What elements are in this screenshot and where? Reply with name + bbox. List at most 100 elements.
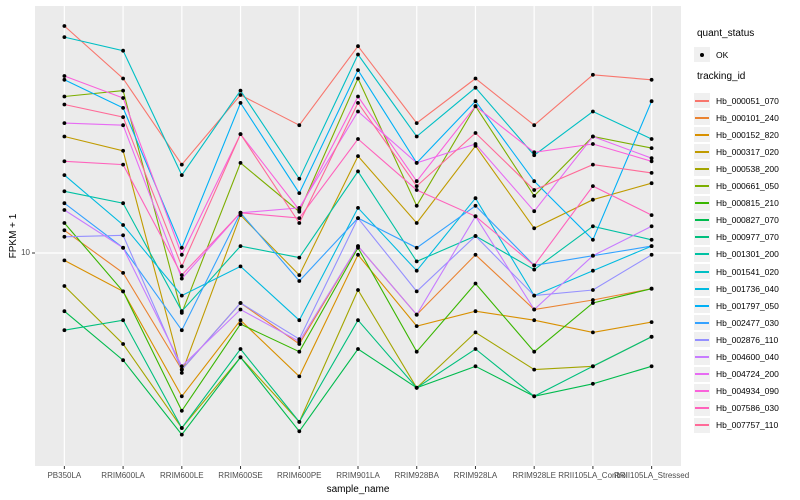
data-point bbox=[297, 255, 302, 260]
data-point bbox=[414, 161, 419, 165]
data-point bbox=[121, 318, 125, 323]
data-point bbox=[297, 429, 302, 434]
legend-key-box bbox=[694, 127, 710, 143]
data-point bbox=[473, 99, 478, 104]
legend-item-label: Hb_000152_820 bbox=[716, 129, 779, 140]
data-point bbox=[238, 264, 243, 269]
data-point bbox=[414, 312, 419, 317]
data-point bbox=[179, 426, 184, 430]
data-point bbox=[356, 109, 360, 114]
legend-item-label: Hb_000317_020 bbox=[716, 146, 779, 157]
legend-item-label: Hb_000051_070 bbox=[716, 95, 779, 106]
legend-key-box bbox=[694, 349, 710, 365]
data-point bbox=[414, 134, 419, 139]
data-point bbox=[179, 394, 184, 399]
data-point bbox=[238, 132, 243, 137]
data-point bbox=[649, 224, 654, 229]
data-point bbox=[121, 342, 125, 346]
legend-item-Hb_004600_040: Hb_004600_040 bbox=[694, 349, 779, 366]
data-point bbox=[649, 252, 654, 257]
data-point bbox=[121, 115, 125, 119]
data-point bbox=[121, 88, 125, 93]
data-point bbox=[62, 102, 67, 107]
data-point bbox=[473, 104, 478, 109]
data-point bbox=[121, 223, 125, 227]
legend-item-Hb_000977_070: Hb_000977_070 bbox=[694, 229, 779, 246]
data-point bbox=[297, 420, 302, 424]
data-point bbox=[356, 137, 360, 141]
legend-item-label: Hb_001797_050 bbox=[716, 300, 779, 311]
data-point bbox=[297, 318, 302, 323]
line-swatch-icon bbox=[695, 167, 709, 170]
data-point bbox=[532, 150, 537, 155]
legend-key-box bbox=[694, 298, 710, 314]
legend-item-Hb_004934_090: Hb_004934_090 bbox=[694, 383, 779, 400]
legend-key-box bbox=[694, 246, 710, 262]
data-point bbox=[356, 318, 360, 323]
line-swatch-icon bbox=[695, 116, 709, 119]
legend-item-Hb_000827_070: Hb_000827_070 bbox=[694, 212, 779, 229]
legend-item-Hb_001736_040: Hb_001736_040 bbox=[694, 280, 779, 297]
legend-key-box bbox=[694, 332, 710, 348]
data-point bbox=[414, 324, 419, 328]
line-swatch-icon bbox=[695, 390, 709, 393]
legend-item-label: Hb_002477_030 bbox=[716, 317, 779, 328]
legend-item-label: Hb_004724_200 bbox=[716, 369, 779, 380]
data-point bbox=[591, 109, 595, 114]
x-tick-label: RRIM901LA bbox=[336, 471, 380, 480]
data-point bbox=[532, 307, 537, 312]
data-point bbox=[532, 293, 537, 298]
data-point bbox=[532, 367, 537, 372]
data-point bbox=[649, 156, 654, 161]
line-swatch-icon bbox=[695, 253, 709, 256]
data-point bbox=[121, 233, 125, 238]
x-tick-label: RRIM600LE bbox=[160, 471, 204, 480]
data-point bbox=[297, 123, 302, 128]
legend-key-box bbox=[694, 366, 710, 382]
data-point bbox=[62, 94, 67, 99]
data-point bbox=[121, 123, 125, 128]
data-point bbox=[591, 288, 595, 292]
data-point bbox=[649, 181, 654, 186]
line-swatch-icon bbox=[695, 304, 709, 307]
data-point bbox=[179, 162, 184, 167]
data-point bbox=[297, 191, 302, 196]
data-point bbox=[591, 237, 595, 242]
data-point bbox=[414, 179, 419, 184]
data-point bbox=[414, 259, 419, 264]
data-point bbox=[238, 318, 243, 323]
data-point bbox=[297, 208, 302, 212]
legend-key-box bbox=[694, 383, 710, 399]
data-point bbox=[356, 94, 360, 99]
legend-item-label: Hb_001541_020 bbox=[716, 266, 779, 277]
point-icon bbox=[700, 52, 704, 57]
data-point bbox=[649, 99, 654, 104]
data-point bbox=[121, 245, 125, 250]
legend-title-quant-status: quant_status bbox=[697, 28, 755, 39]
data-point bbox=[649, 146, 654, 151]
data-point bbox=[414, 289, 419, 294]
data-point bbox=[238, 93, 243, 97]
data-point bbox=[179, 264, 184, 269]
data-point bbox=[532, 123, 537, 128]
legend-key-box bbox=[694, 264, 710, 279]
line-swatch-icon bbox=[695, 185, 709, 187]
data-point bbox=[414, 203, 419, 208]
legend-item-label: Hb_007586_030 bbox=[716, 403, 779, 414]
line-swatch-icon bbox=[695, 373, 709, 376]
legend-key-box bbox=[694, 47, 710, 62]
data-point bbox=[414, 349, 419, 354]
legend-item-Hb_007757_110: Hb_007757_110 bbox=[694, 417, 778, 434]
legend-item-Hb_000051_070: Hb_000051_070 bbox=[694, 92, 779, 109]
data-point bbox=[121, 162, 125, 167]
line-swatch-icon bbox=[695, 338, 709, 341]
data-point bbox=[532, 188, 537, 192]
data-point bbox=[591, 330, 595, 335]
legend-key-box bbox=[694, 281, 710, 297]
data-point bbox=[473, 214, 478, 219]
data-point bbox=[532, 194, 537, 198]
data-point bbox=[179, 309, 184, 314]
x-tick-label: RRII105LA_Control bbox=[558, 471, 628, 480]
data-point bbox=[297, 221, 302, 225]
